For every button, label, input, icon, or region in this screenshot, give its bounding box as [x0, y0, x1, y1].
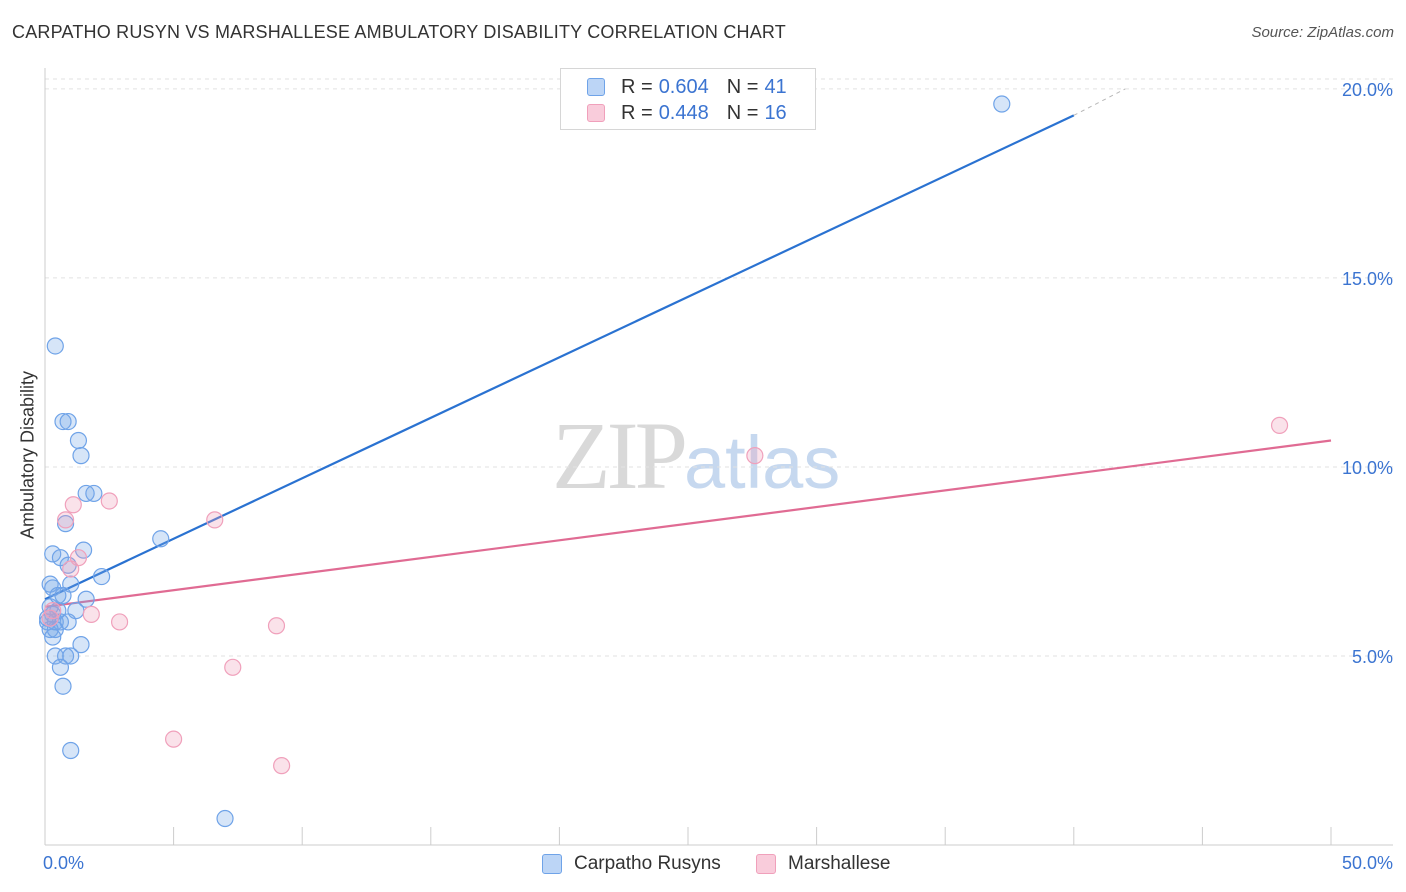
- point-carpatho: [72, 636, 90, 654]
- point-marshallese: [273, 757, 291, 775]
- point-marshallese: [746, 447, 764, 465]
- legend-r-value: 0.448: [658, 101, 709, 124]
- grid-lines: [45, 78, 1393, 657]
- watermark-zip: ZIP: [552, 402, 688, 509]
- bottom-legend-label: Marshallese: [788, 853, 891, 874]
- point-marshallese: [267, 617, 286, 635]
- point-carpatho: [44, 628, 62, 646]
- point-carpatho: [59, 613, 77, 631]
- y-tick-label: 5.0%: [1352, 647, 1393, 667]
- point-carpatho: [46, 337, 64, 355]
- source-label: Source: ZipAtlas.com: [1251, 24, 1394, 41]
- y-tick-label: 20.0%: [1342, 80, 1393, 100]
- legend-r-value: 0.604: [658, 75, 709, 98]
- y-axis-label: Ambulatory Disability: [17, 370, 38, 540]
- axes: [44, 68, 1393, 846]
- point-carpatho: [51, 658, 70, 676]
- bottom-legend-swatch-blue: [542, 854, 562, 874]
- legend-row-marshallese: R = 0.448 N = 16: [587, 100, 787, 126]
- point-carpatho: [54, 412, 72, 431]
- point-carpatho: [49, 586, 67, 605]
- point-marshallese: [1270, 416, 1289, 434]
- y-tick-label: 10.0%: [1342, 458, 1393, 478]
- bottom-legend-swatch-pink: [756, 854, 776, 874]
- chart-title: CARPATHO RUSYN VS MARSHALLESE AMBULATORY…: [12, 22, 786, 42]
- stats-legend: R = 0.604 N = 41 R = 0.448 N = 16: [560, 68, 816, 130]
- point-carpatho: [69, 431, 88, 450]
- point-carpatho: [54, 586, 72, 605]
- trend-line-extension: [1073, 88, 1126, 116]
- point-marshallese: [100, 492, 118, 510]
- x-tick-label-max: 50.0%: [1342, 853, 1393, 873]
- point-carpatho: [56, 515, 75, 533]
- point-carpatho: [92, 567, 111, 586]
- bottom-legend-marshallese: Marshallese: [756, 852, 890, 876]
- point-marshallese: [56, 511, 75, 529]
- legend-swatch-blue: [587, 78, 605, 96]
- tick-labels: 5.0% 10.0% 15.0% 20.0% 0.0% 50.0%: [43, 80, 1393, 873]
- point-marshallese: [82, 605, 100, 623]
- point-carpatho: [152, 530, 170, 548]
- legend-n-label: N =: [726, 101, 759, 124]
- point-carpatho: [993, 95, 1011, 113]
- point-carpatho: [62, 647, 80, 665]
- trend-line-marshallese: [44, 439, 1332, 608]
- point-marshallese: [224, 658, 242, 676]
- point-marshallese: [165, 730, 183, 748]
- bottom-legend-label: Carpatho Rusyns: [574, 853, 721, 874]
- legend-n-value: 41: [764, 75, 787, 98]
- bottom-legend-carpatho: Carpatho Rusyns: [542, 852, 721, 876]
- point-marshallese: [62, 560, 80, 578]
- legend-n-value: 16: [764, 101, 787, 124]
- legend-n-label: N =: [726, 75, 759, 98]
- point-marshallese: [110, 613, 129, 631]
- trend-lines: [44, 88, 1332, 608]
- point-carpatho: [72, 447, 90, 465]
- x-tick-label-min: 0.0%: [43, 853, 84, 873]
- legend-row-carpatho: R = 0.604 N = 41: [587, 74, 787, 100]
- point-marshallese: [206, 511, 224, 529]
- trend-line-carpatho: [44, 114, 1075, 601]
- point-carpatho: [85, 484, 103, 503]
- legend-r-label: R =: [621, 101, 653, 124]
- point-carpatho: [62, 741, 80, 760]
- y-tick-label: 15.0%: [1342, 269, 1393, 289]
- watermark: ZIPatlas: [552, 400, 840, 511]
- watermark-atlas: atlas: [684, 421, 841, 504]
- point-marshallese: [64, 496, 82, 514]
- legend-r-label: R =: [621, 75, 653, 98]
- point-carpatho: [216, 809, 234, 828]
- point-marshallese: [41, 609, 59, 627]
- point-carpatho: [77, 590, 95, 608]
- point-carpatho: [54, 677, 72, 695]
- legend-swatch-pink: [587, 104, 605, 122]
- point-carpatho: [59, 412, 77, 431]
- data-points: [38, 95, 1289, 828]
